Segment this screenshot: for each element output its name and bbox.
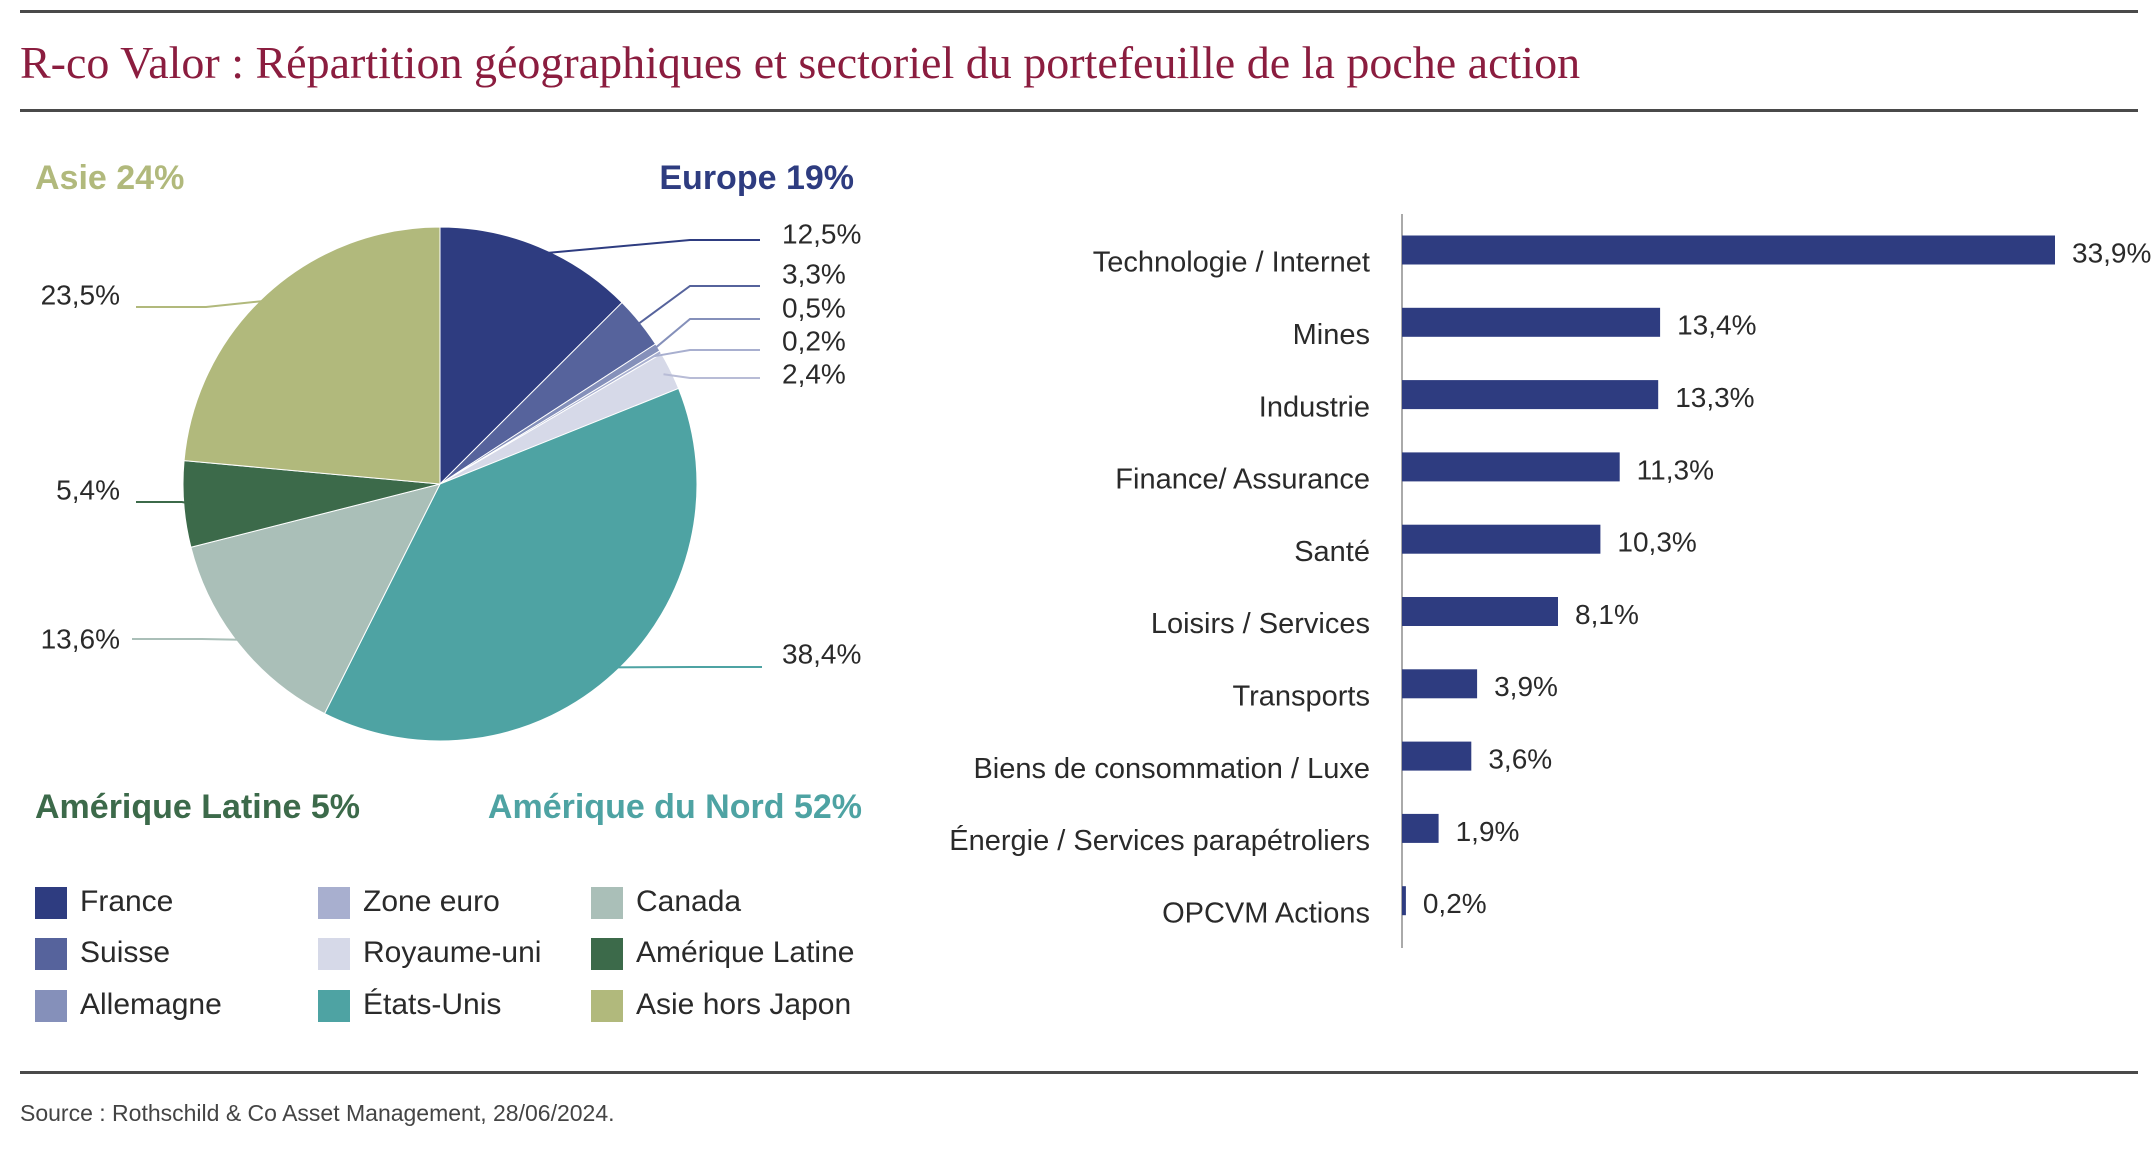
pie-label-allemagne: 0,5% (782, 292, 846, 323)
pie-label-asie-hors-japon: 23,5% (41, 279, 120, 310)
legend-swatch-asie-hors-japon (591, 990, 623, 1022)
legend-label-canada: Canada (636, 885, 741, 918)
region-label-amerique-latine-5: Amérique Latine 5% (35, 788, 360, 826)
bar-mines (1402, 307, 1661, 337)
legend-label-asie-hors-japon: Asie hors Japon (636, 988, 851, 1021)
title-rule (20, 109, 2138, 112)
bar-category-sante: Santé (1294, 536, 1370, 568)
bar-category-finance-assurance: Finance/ Assurance (1115, 464, 1370, 496)
bar-value-transports: 3,9% (1494, 671, 1558, 702)
legend-label-france: France (80, 885, 173, 918)
pie-slice-canada (190, 483, 441, 715)
pie-label-royaume-uni: 2,4% (782, 358, 846, 389)
bar-category-energie-services-parapetroliers: Énergie / Services parapétroliers (949, 824, 1370, 857)
bar-category-opcvm-actions: OPCVM Actions (1162, 897, 1370, 929)
pie-slice-etats-unis (323, 387, 698, 742)
legend-label-royaume-uni: Royaume-uni (363, 936, 541, 969)
region-labels: Europe 19% Asie 24% Amérique Latine 5% Amér… (35, 159, 862, 826)
bar-finance-assurance (1402, 452, 1620, 482)
bar-transports (1402, 669, 1478, 699)
bar-technologie-internet (1402, 235, 2055, 265)
pie-label-amerique-latine: 5,4% (56, 474, 120, 505)
bar-industrie (1402, 380, 1659, 410)
pie-label-france: 12,5% (782, 218, 861, 249)
bar-value-loisirs-services: 8,1% (1575, 599, 1639, 630)
legend-swatch-royaume-uni (318, 938, 350, 970)
bar-value-industrie: 13,3% (1675, 382, 1754, 413)
bar-category-biens-de-consommation-luxe: Biens de consommation / Luxe (973, 753, 1370, 785)
bar-opcvm-actions (1402, 886, 1406, 916)
bar-value-mines: 13,4% (1677, 310, 1756, 341)
bar-value-technologie-internet: 33,9% (2072, 237, 2151, 268)
bar-value-biens-de-consommation-luxe: 3,6% (1488, 743, 1552, 774)
bar-chart: Technologie / Internet 33,9% Mines 13,4% Ind… (949, 214, 2151, 948)
leader-line-zone-euro (653, 349, 760, 358)
bar-biens-de-consommation-luxe (1402, 741, 1472, 771)
bar-category-technologie-internet: Technologie / Internet (1093, 247, 1370, 279)
bar-value-sante: 10,3% (1617, 527, 1696, 558)
leader-line-canada (132, 638, 246, 641)
leader-line-allemagne (650, 318, 760, 353)
bar-value-opcvm-actions: 0,2% (1423, 888, 1487, 919)
region-label-asie-24: Asie 24% (35, 159, 184, 197)
pie-label-etats-unis: 38,4% (782, 638, 861, 669)
legend-label-etats-unis: États-Unis (363, 988, 501, 1021)
bar-category-industrie: Industrie (1259, 391, 1370, 423)
pie-slice-asie-hors-japon (183, 226, 441, 485)
pie-slice-france (439, 226, 623, 486)
top-rule (20, 10, 2138, 13)
region-label-europe-19: Europe 19% (659, 159, 854, 197)
pie-value-labels: 12,5% 3,3%0,5%0,2%2,4% 38,4% 13,6% 5,4% 23,5% (41, 218, 862, 669)
bar-sante (1402, 524, 1601, 554)
charts-canvas: 12,5%3,3%0,5%0,2%2,4%38,4%13,6%5,4%23,5%… (35, 159, 2151, 1022)
pie-label-suisse: 3,3% (782, 258, 846, 289)
legend-swatch-amerique-latine (591, 938, 623, 970)
legend-swatch-etats-unis (318, 990, 350, 1022)
legend-swatch-canada (591, 887, 623, 919)
bar-value-finance-assurance: 11,3% (1637, 454, 1714, 485)
legend-swatch-france (35, 887, 67, 919)
region-label-amerique-du-nord-52: Amérique du Nord 52% (488, 788, 862, 826)
leader-line-france (535, 239, 760, 255)
pie-label-zone-euro: 0,2% (782, 325, 846, 356)
bar-category-transports: Transports (1232, 680, 1370, 712)
source-note: Source : Rothschild & Co Asset Managemen… (20, 1100, 615, 1126)
legend-label-allemagne: Allemagne (80, 988, 222, 1021)
leader-line-suisse (633, 285, 760, 329)
leader-line-asie-hors-japon (136, 299, 273, 308)
legend-swatch-zone-euro (318, 887, 350, 919)
bar-loisirs-services (1402, 597, 1558, 626)
legend-label-zone-euro: Zone euro (363, 885, 500, 918)
bar-energie-services-parapetroliers (1402, 813, 1439, 843)
bar-value-energie-services-parapetroliers: 1,9% (1456, 816, 1520, 847)
bottom-rule (20, 1071, 2138, 1074)
leader-line-amerique-latine (136, 501, 192, 505)
legend-label-amerique-latine: Amérique Latine (636, 936, 854, 969)
leader-line-royaume-uni (663, 373, 760, 379)
page-title: R-co Valor : Répartition géographiques e… (20, 37, 1581, 88)
pie-label-canada: 13,6% (41, 623, 120, 654)
legend-label-suisse: Suisse (80, 936, 170, 969)
bar-category-mines: Mines (1293, 319, 1370, 351)
legend-swatch-allemagne (35, 990, 67, 1022)
pie-chart (182, 226, 698, 742)
pie-legend: France Suisse Allemagne Zone euro Royaume-un… (35, 885, 854, 1022)
bar-category-loisirs-services: Loisirs / Services (1151, 608, 1370, 640)
legend-swatch-suisse (35, 938, 67, 970)
